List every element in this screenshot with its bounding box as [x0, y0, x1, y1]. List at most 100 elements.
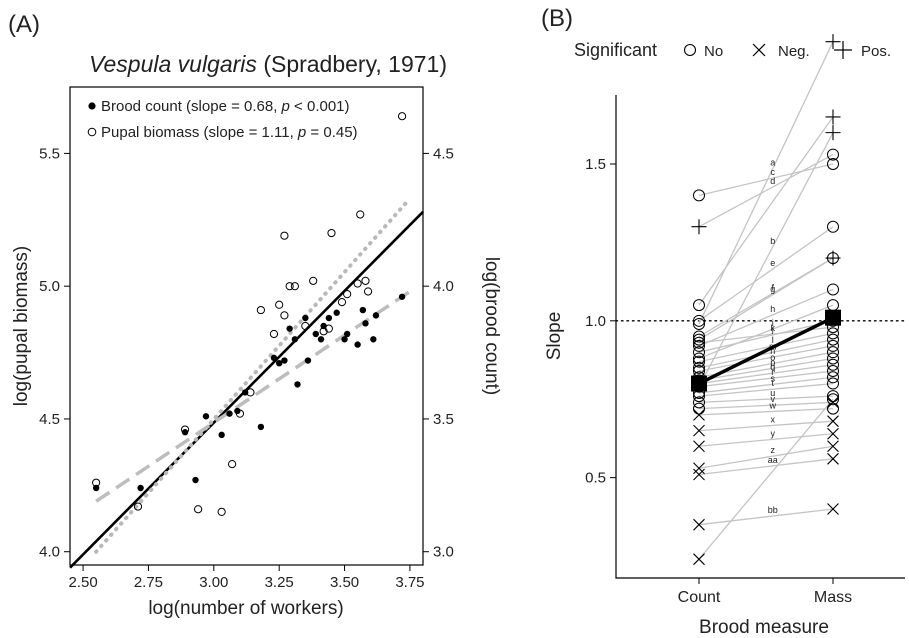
panel-b-label: (B): [541, 5, 573, 32]
pair-line: [698, 304, 834, 360]
pair-label: l: [772, 335, 774, 345]
pupal-biomass-point: [275, 300, 284, 309]
count-no-marker: [693, 314, 705, 327]
brood-count-point: [325, 314, 333, 322]
pair-label: g: [770, 284, 775, 294]
pupal-biomass-point: [194, 505, 203, 514]
pupal-biomass-point: [246, 388, 255, 397]
brood-count-point: [302, 314, 309, 322]
legend-brood-p: p: [281, 98, 290, 115]
pair-label: i: [772, 318, 774, 328]
legend-brood-count: Brood count (slope = 0.68, p < 0.001): [101, 98, 350, 115]
panel-a-ticks: 2.50 2.75 3.00 3.25 3.50 3.75 4.0 4.5 5.0 5.5 3.0 3…: [39, 145, 454, 591]
count-no-marker: [693, 396, 705, 409]
mass-no-marker: [827, 327, 839, 340]
pair-label: o: [770, 352, 775, 362]
pair-label: bb: [768, 505, 778, 515]
brood-count-point: [312, 330, 319, 338]
mass-no-marker: [827, 352, 839, 365]
mass-no-marker: [827, 346, 839, 359]
brood-count-point: [286, 325, 293, 332]
panel-a-fit-lines: [69, 196, 424, 569]
panel-b-legend: Significant No Neg. Pos.: [574, 40, 891, 60]
panel-b-ticks: 0.5 1.0 1.5 Count Mass: [585, 156, 852, 606]
pair-label: y: [770, 428, 775, 438]
brood-count-point: [192, 476, 199, 484]
count-no-marker: [693, 336, 705, 349]
pupal-biomass-point: [256, 305, 265, 315]
left-y-tick-label: 4.0: [39, 544, 60, 561]
pair-line: [698, 332, 834, 363]
count-no-marker: [693, 361, 705, 374]
panel-a-right-y-axis-label: log(brood count): [481, 257, 502, 395]
pair-line: [698, 376, 834, 394]
pair-line: [698, 382, 834, 397]
pair-line: [698, 370, 834, 388]
brood-count-point: [372, 312, 380, 319]
pair-line: [698, 226, 834, 322]
pupal-biomass-point: [343, 290, 352, 299]
pupal-biomass-point: [285, 282, 294, 291]
pair-label: k: [770, 323, 775, 333]
x-tick-label: 3.50: [330, 574, 359, 591]
pupal-biomass-point: [319, 327, 328, 336]
panel-a-legend: Brood count (slope = 0.68, p < 0.001) Pu…: [87, 98, 358, 141]
pair-line: [698, 116, 834, 306]
mass-neg-marker: [827, 396, 839, 409]
pupal-biomass-point: [356, 210, 365, 219]
count-no-marker: [693, 339, 705, 352]
legend-no-label: No: [704, 43, 723, 60]
mean-line: [698, 316, 834, 386]
pair-label: a: [770, 158, 775, 168]
pupal-biomass-point: [337, 298, 347, 307]
brood-count-point: [398, 293, 406, 300]
brood-count-point: [359, 306, 367, 314]
pair-label: s: [770, 373, 775, 383]
pupal-biomass-point: [324, 324, 333, 333]
pupal-biomass-point: [361, 276, 370, 285]
legend-open-marker: [87, 127, 97, 137]
y-tick-label: 1.0: [585, 313, 606, 330]
mass-pos-marker: [825, 250, 841, 266]
panel-b-axes: [615, 95, 905, 579]
legend-pos-label: Pos.: [861, 43, 891, 60]
brood-count-point: [275, 359, 283, 367]
panel-b-mean: [691, 309, 841, 392]
legend-pupal-biomass: Pupal biomass (slope = 1.11, p = 0.45): [101, 124, 358, 141]
brood-count-point: [270, 354, 278, 362]
mass-no-marker: [827, 377, 839, 390]
pair-line: [698, 420, 834, 432]
pair-label: d: [770, 176, 775, 186]
count-no-marker: [693, 317, 705, 330]
pair-label: j: [771, 324, 774, 334]
panel-b-pair-lines: [698, 41, 834, 560]
brood-count-point: [304, 357, 312, 364]
count-neg-marker: [693, 462, 705, 475]
legend-neg-marker: [752, 43, 766, 57]
pair-label: e: [770, 258, 775, 268]
mass-no-marker: [827, 358, 839, 371]
y-tick-label: 0.5: [585, 470, 606, 487]
pair-line: [698, 357, 834, 382]
legend-filled-marker: [88, 102, 96, 110]
pair-label: w: [768, 400, 776, 410]
left-y-tick-label: 5.5: [39, 145, 60, 162]
pair-line: [698, 163, 834, 196]
pair-line: [698, 433, 834, 447]
pair-line: [698, 345, 834, 372]
pupal-biomass-point: [353, 279, 362, 288]
brood-count-point: [226, 410, 233, 417]
brood-count-point: [354, 341, 361, 348]
mass-no-marker: [827, 220, 839, 233]
mass-no-marker: [827, 393, 839, 406]
legend-neg-label: Neg.: [778, 43, 810, 60]
count-no-marker: [693, 355, 705, 368]
pair-label: z: [770, 445, 775, 455]
pair-line: [698, 398, 834, 560]
left-y-tick-label: 5.0: [39, 278, 60, 295]
legend-pos-marker: [834, 41, 852, 59]
x-tick-label: 2.50: [68, 574, 97, 591]
pair-line: [698, 132, 834, 387]
panel-b: (B) Significant No Neg. Pos. 0.5 1.0 1.5 Co…: [541, 5, 906, 638]
